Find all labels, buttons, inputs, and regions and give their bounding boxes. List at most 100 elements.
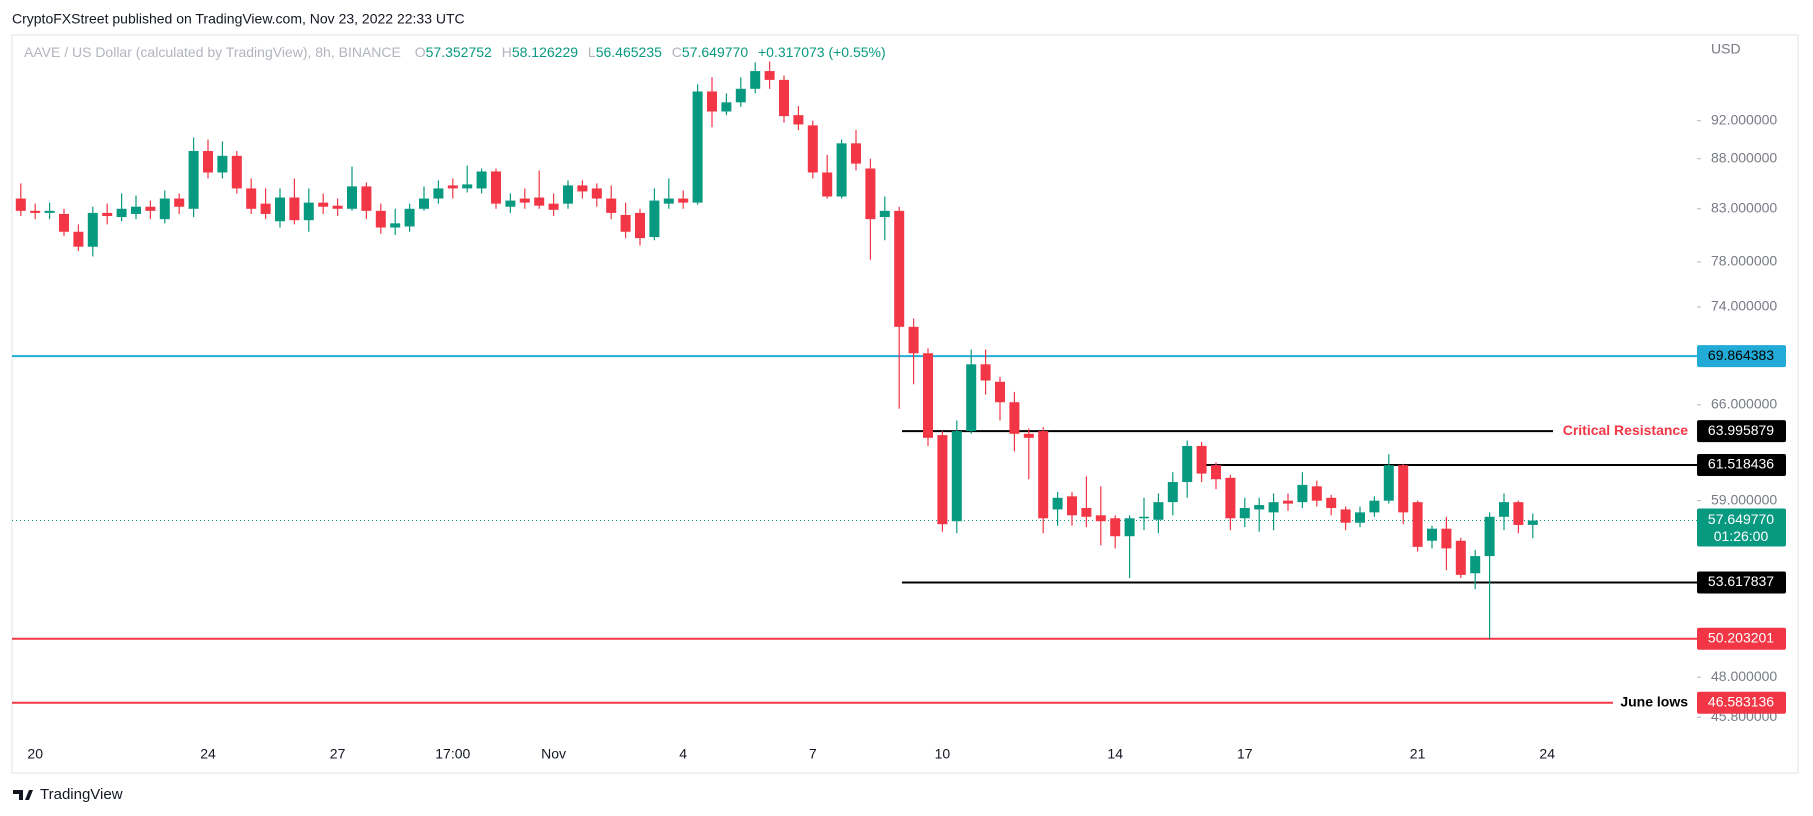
candle-body [750,71,761,89]
candle-body [851,143,861,164]
candle-body [1254,505,1265,510]
candle-body [1268,502,1279,513]
level-annotation: June lows [1620,693,1688,709]
candle-body [44,210,55,213]
candle-body [519,198,530,203]
last-price-label: 57.649770 [1708,511,1774,527]
candle-body [87,212,98,247]
candle-body [1427,528,1437,541]
symbol-title: AAVE / US Dollar (calculated by TradingV… [24,44,401,60]
footer-brand: TradingView [40,786,123,803]
candle-body [764,71,775,80]
legend-value: 57.352752 [426,44,492,60]
candle-body [174,198,185,207]
candle-body [663,198,674,204]
legend-value: 57.649770 [682,44,748,60]
candle-body [1283,500,1293,504]
candle-body [1038,431,1049,519]
x-tick-label: 10 [935,746,951,762]
candle-body [951,431,962,522]
y-tick-label: 88.000000 [1711,149,1777,165]
candle-body [491,171,501,204]
candle-body [894,210,905,327]
candle-body [73,231,84,247]
candle-body [649,200,660,238]
y-tick-label: 92.000000 [1711,111,1777,127]
candle-body [1052,497,1063,510]
candle-body [692,91,703,203]
chart-frame [11,34,1799,774]
candle-body [807,125,818,173]
candle-body [577,185,588,192]
level-price-label: 61.518436 [1708,456,1774,472]
x-tick-label: 4 [679,746,687,762]
candle-body [1311,486,1322,501]
candle-body [116,208,127,218]
y-tick-label: 48.000000 [1711,668,1777,684]
candle-body [332,205,343,209]
candle-body [318,202,329,207]
candle-body [1009,402,1020,434]
candle-body [404,208,415,227]
legend-label: C [672,44,682,60]
last-price-box [1697,508,1786,547]
x-tick-label: 7 [809,746,817,762]
level-price-box [1697,571,1786,594]
candle-body [1398,465,1409,513]
legend-change: +0.317073 (+0.55%) [758,44,886,60]
candle-body [275,197,285,222]
candle-body [102,212,113,217]
legend-label: H [502,44,512,60]
candle-body [361,186,372,211]
candle-body [1470,556,1481,574]
currency-label: USD [1711,41,1741,57]
candle-body [260,203,271,214]
x-tick-label: 17 [1237,746,1253,762]
candle-body [721,102,732,112]
candle-body [59,213,69,232]
candle-body [1110,518,1121,537]
candle-body [347,186,357,209]
legend-label: O [415,44,426,60]
candle-body [1355,512,1365,523]
candle-body [375,210,386,228]
candle-body [635,212,645,239]
candle-body [865,168,876,220]
level-price-box [1697,345,1786,368]
candle-body [707,91,717,112]
candle-body [505,200,516,207]
y-tick-label: 83.000000 [1711,199,1777,215]
candle-body [534,197,545,206]
candle-body [246,188,257,209]
candle-body [1023,433,1034,438]
candle-body [203,151,213,173]
candle-body [1153,502,1164,520]
candle-body [606,198,617,213]
candle-body [1211,465,1221,480]
level-price-box [1697,691,1786,714]
level-annotation: Critical Resistance [1563,422,1688,438]
level-price-label: 50.203201 [1708,629,1774,645]
candle-body [980,364,991,381]
candle-body [447,185,458,189]
candle-body [836,143,847,197]
candle-body [995,381,1005,403]
candle-body [1326,497,1337,508]
candle-body [419,198,429,209]
candle-body [1369,500,1380,513]
candle-body [1067,496,1077,516]
candle-body [1182,445,1193,483]
y-tick-label: 66.000000 [1711,396,1777,412]
candle-body [937,435,948,525]
candle-body [303,202,314,221]
candle-body [1527,520,1538,525]
candle-body [563,185,573,204]
x-tick-label: 21 [1410,746,1426,762]
candle-body [30,210,41,213]
candle-body [476,171,487,189]
level-price-label: 53.617837 [1708,573,1774,589]
y-tick-label: 78.000000 [1711,253,1777,269]
candle-body [1383,465,1394,501]
